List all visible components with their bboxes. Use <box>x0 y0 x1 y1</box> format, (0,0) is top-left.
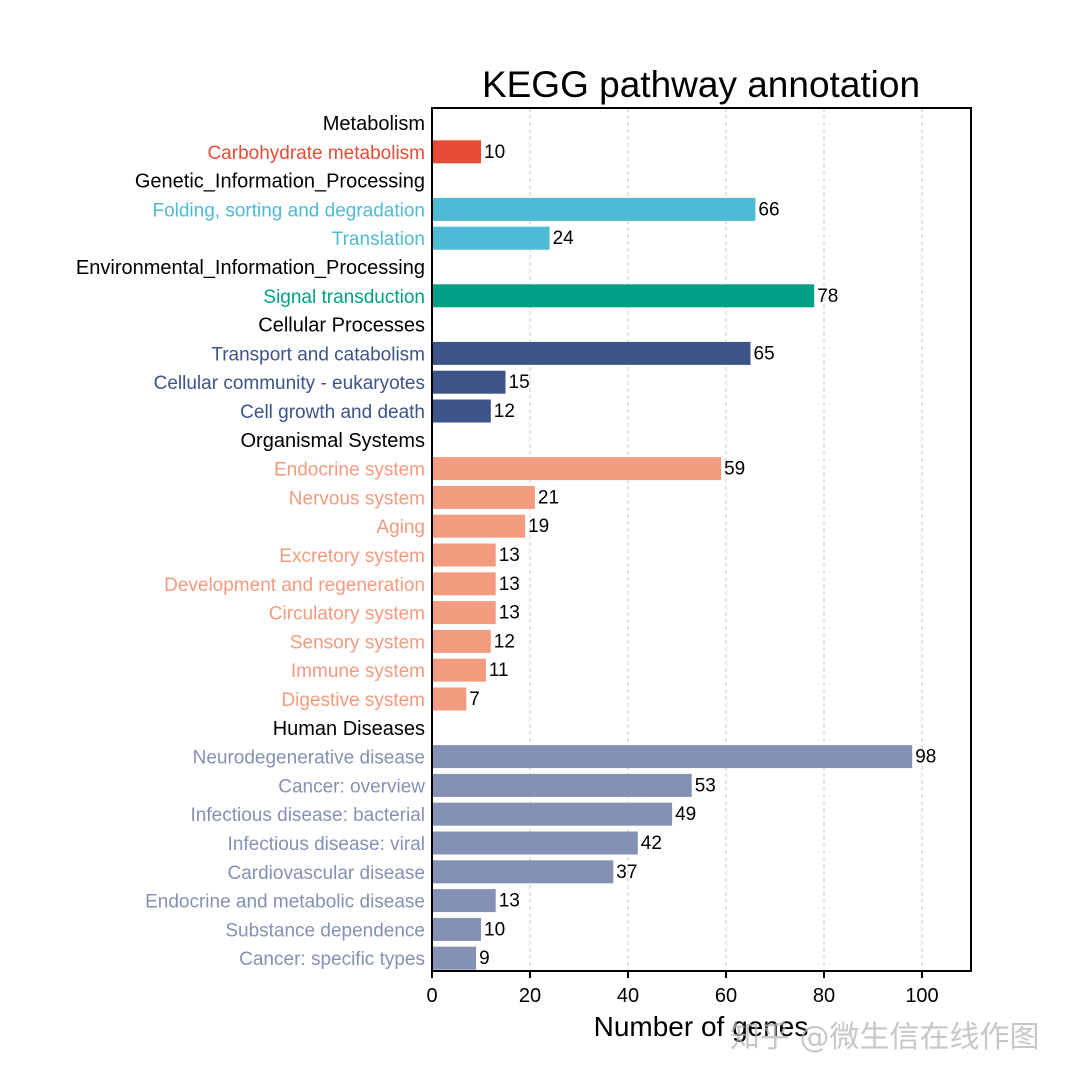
category-label: Infectious disease: viral <box>228 834 426 855</box>
category-label: Infectious disease: bacterial <box>191 805 425 826</box>
bar-value-label: 19 <box>528 516 549 537</box>
bar-value-label: 13 <box>499 603 520 624</box>
bar-value-label: 7 <box>469 689 480 710</box>
bar-value-label: 13 <box>499 545 520 566</box>
category-label: Endocrine system <box>274 460 425 481</box>
category-label: Endocrine and metabolic disease <box>145 892 425 913</box>
category-label: Development and regeneration <box>164 575 425 596</box>
bar-value-label: 59 <box>724 459 745 480</box>
bar <box>432 917 481 941</box>
bar-value-label: 65 <box>754 343 775 364</box>
bar-value-label: 13 <box>499 574 520 595</box>
bar <box>432 399 491 423</box>
bar <box>432 284 815 308</box>
bar <box>432 457 722 481</box>
group-label: Environmental_Information_Processing <box>76 257 425 279</box>
bar-value-label: 12 <box>494 631 515 652</box>
category-label: Transport and catabolism <box>211 344 425 365</box>
bar <box>432 341 751 365</box>
bar-value-label: 15 <box>509 372 530 393</box>
bar-value-label: 49 <box>675 804 696 825</box>
bar-value-label: 21 <box>538 487 559 508</box>
group-label: Human Diseases <box>273 718 425 740</box>
x-tick-label: 0 <box>426 985 437 1007</box>
category-label: Carbohydrate metabolism <box>207 143 425 164</box>
bar <box>432 658 486 682</box>
bar-value-label: 24 <box>553 228 575 249</box>
category-label: Cellular community - eukaryotes <box>154 373 425 394</box>
bar <box>432 745 913 769</box>
bar <box>432 226 550 250</box>
bar <box>432 802 673 826</box>
category-label: Cancer: specific types <box>239 949 425 970</box>
bar <box>432 140 481 164</box>
category-label: Nervous system <box>289 488 425 509</box>
category-label: Signal transduction <box>263 287 425 308</box>
category-label: Cell growth and death <box>240 402 425 423</box>
category-label: Immune system <box>291 661 425 682</box>
group-label: Organismal Systems <box>241 430 426 452</box>
x-tick-label: 100 <box>905 985 938 1007</box>
category-label: Excretory system <box>279 546 425 567</box>
bar-value-label: 13 <box>499 891 520 912</box>
chart-title: KEGG pathway annotation <box>482 64 920 105</box>
bar <box>432 197 756 221</box>
bar <box>432 543 496 567</box>
x-tick-label: 40 <box>617 985 639 1007</box>
category-label: Substance dependence <box>225 920 425 941</box>
bar <box>432 629 491 653</box>
bar-value-label: 37 <box>616 862 637 883</box>
bar <box>432 687 467 711</box>
bar <box>432 889 496 913</box>
bar <box>432 370 506 394</box>
bar <box>432 860 614 884</box>
bar <box>432 572 496 596</box>
bar <box>432 831 638 855</box>
category-label: Aging <box>376 517 425 538</box>
bar-value-label: 11 <box>489 660 509 681</box>
x-tick-label: 80 <box>813 985 835 1007</box>
bar <box>432 946 477 970</box>
group-label: Genetic_Information_Processing <box>135 171 425 193</box>
bar-value-label: 9 <box>479 948 490 969</box>
plot-frame <box>431 107 972 972</box>
category-label: Folding, sorting and degradation <box>152 200 425 221</box>
bar <box>432 773 692 797</box>
x-tick-label: 20 <box>519 985 541 1007</box>
category-label: Circulatory system <box>269 604 425 625</box>
category-label: Neurodegenerative disease <box>193 748 425 769</box>
category-label: Translation <box>332 229 425 250</box>
bar-value-label: 66 <box>758 199 779 220</box>
category-label: Cardiovascular disease <box>228 863 426 884</box>
x-axis-label: Number of genes <box>594 1011 809 1042</box>
bar-value-label: 10 <box>484 919 505 940</box>
category-label: Sensory system <box>290 632 425 653</box>
group-label: Metabolism <box>323 113 425 135</box>
category-label: Digestive system <box>281 690 425 711</box>
bar <box>432 514 526 538</box>
watermark: 知乎 @微生信在线作图 <box>730 1020 1040 1055</box>
bar-value-label: 10 <box>484 142 505 163</box>
bar-value-label: 42 <box>641 833 662 854</box>
group-label: Cellular Processes <box>258 315 425 337</box>
bar-value-label: 98 <box>915 747 936 768</box>
category-label: Cancer: overview <box>278 776 425 797</box>
bar-value-label: 78 <box>817 286 838 307</box>
bar-value-label: 53 <box>695 775 716 796</box>
x-tick-label: 60 <box>715 985 737 1007</box>
bar <box>432 601 496 625</box>
bar <box>432 485 535 509</box>
bar-value-label: 12 <box>494 401 515 422</box>
